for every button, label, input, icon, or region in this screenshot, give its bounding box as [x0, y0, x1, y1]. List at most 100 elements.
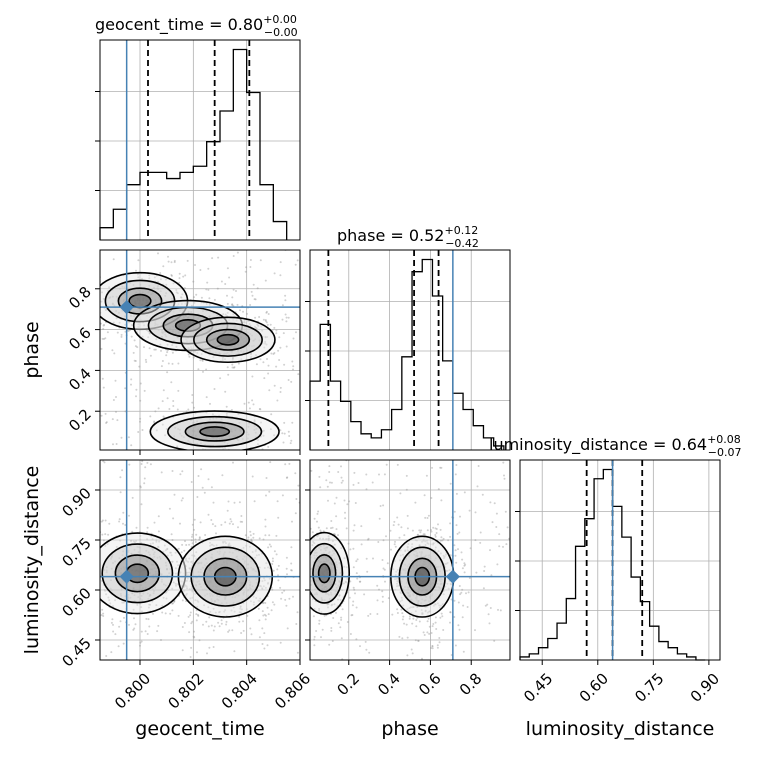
- geocent_time-vs-phase-sample-point: [100, 414, 103, 417]
- luminosity-distance-title: luminosity_distance = 0.64+0.08 −0.07: [489, 433, 742, 459]
- geocent_time-vs-phase-sample-point: [193, 425, 196, 428]
- geocent_time-vs-luminosity_distance-sample-point: [258, 537, 261, 540]
- geocent_time-vs-luminosity_distance-sample-point: [191, 535, 193, 538]
- phase-vs-luminosity_distance-sample-point: [458, 585, 461, 587]
- geocent_time-vs-phase-sample-point: [139, 399, 142, 402]
- phase-vs-luminosity_distance-sample-point: [484, 604, 487, 607]
- phase-vs-luminosity_distance-sample-point: [303, 578, 305, 580]
- geocent_time-vs-luminosity_distance-sample-point: [140, 640, 143, 643]
- geocent_time-vs-phase-sample-point: [307, 341, 309, 343]
- geocent_time-vs-phase-sample-point: [245, 266, 248, 269]
- phase-vs-luminosity_distance-sample-point: [392, 524, 395, 527]
- phase-vs-luminosity_distance-sample-point: [477, 465, 480, 467]
- geocent_time-vs-phase-sample-point: [121, 285, 124, 288]
- geocent_time-vs-phase-sample-point: [244, 270, 247, 273]
- geocent_time-vs-luminosity_distance-sample-point: [120, 588, 123, 591]
- geocent_time-vs-luminosity_distance-sample-point: [119, 491, 122, 494]
- geocent_time-vs-luminosity_distance-sample-point: [152, 612, 154, 615]
- phase-vs-luminosity_distance-sample-point: [326, 546, 329, 549]
- phase-vs-luminosity_distance-sample-point: [454, 554, 457, 557]
- geocent_time-vs-phase-sample-point: [270, 352, 273, 355]
- geocent_time-vs-phase-sample-point: [266, 323, 269, 326]
- geocent_time-vs-luminosity_distance-sample-point: [181, 497, 184, 500]
- phase-vs-luminosity_distance-sample-point: [440, 499, 443, 502]
- geocent_time-vs-luminosity_distance-sample-point: [210, 519, 213, 521]
- geocent_time-vs-phase-sample-point: [145, 301, 148, 304]
- phase-vs-luminosity_distance-sample-point: [463, 571, 466, 574]
- geocent_time-vs-luminosity_distance-sample-point: [157, 546, 160, 549]
- geocent_time-vs-phase-sample-point: [133, 315, 136, 318]
- phase-vs-luminosity_distance-sample-point: [311, 531, 314, 534]
- phase-vs-luminosity_distance-sample-point: [354, 592, 356, 595]
- geocent_time-vs-phase-sample-point: [163, 317, 166, 319]
- geocent_time-vs-phase-sample-point: [173, 259, 176, 262]
- geocent_time-vs-luminosity_distance-sample-point: [102, 612, 105, 615]
- geocent_time-vs-luminosity_distance-sample-point: [150, 535, 153, 538]
- geocent_time-vs-phase-sample-point: [124, 315, 126, 318]
- geocent_time-vs-phase-sample-point: [200, 426, 203, 429]
- geocent_time-vs-luminosity_distance-sample-point: [108, 599, 111, 602]
- geocent_time-vs-luminosity_distance-sample-point: [277, 564, 280, 567]
- geocent_time-vs-luminosity_distance-sample-point: [87, 581, 89, 583]
- phase-vs-luminosity_distance-sample-point: [292, 598, 294, 600]
- geocent_time-vs-luminosity_distance-sample-point: [158, 540, 161, 543]
- geocent_time-vs-luminosity_distance-sample-point: [79, 573, 81, 575]
- geocent_time-vs-phase-sample-point: [191, 320, 194, 323]
- geocent_time-vs-phase-sample-point: [285, 320, 288, 323]
- geocent_time-vs-luminosity_distance-sample-point: [181, 543, 184, 546]
- phase-vs-luminosity_distance-sample-point: [423, 634, 426, 636]
- phase-vs-luminosity_distance-sample-point: [499, 609, 502, 612]
- geocent_time-vs-phase-sample-point: [147, 291, 150, 294]
- geocent_time-vs-phase-sample-point: [279, 429, 282, 432]
- geocent_time-vs-luminosity_distance-sample-point: [160, 578, 163, 581]
- phase-vs-luminosity_distance-sample-point: [306, 562, 308, 564]
- geocent_time-vs-luminosity_distance-sample-point: [120, 587, 123, 590]
- geocent_time-vs-luminosity_distance-sample-point: [149, 572, 152, 574]
- phase-vs-luminosity_distance-sample-point: [319, 529, 322, 532]
- geocent_time-vs-phase-sample-point: [155, 338, 158, 341]
- phase-vs-luminosity_distance-sample-point: [457, 548, 459, 551]
- geocent_time-vs-luminosity_distance-sample-point: [189, 656, 192, 658]
- geocent_time-vs-phase-sample-point: [232, 288, 235, 291]
- geocent_time-vs-luminosity_distance-sample-point: [163, 544, 166, 547]
- phase-vs-luminosity_distance-sample-point: [383, 473, 386, 476]
- phase-vs-luminosity_distance-sample-point: [398, 536, 401, 539]
- phase-vs-luminosity_distance-sample-point: [414, 639, 417, 642]
- phase-vs-luminosity_distance-contour-0-1: [310, 542, 344, 604]
- geocent_time-vs-luminosity_distance-sample-point: [123, 616, 125, 619]
- geocent_time-vs-phase-sample-point: [97, 291, 99, 293]
- geocent_time-vs-phase-sample-point: [101, 377, 104, 380]
- phase-vs-luminosity_distance-sample-point: [315, 579, 318, 582]
- geocent_time-vs-phase-sample-point: [273, 326, 276, 329]
- phase-vs-luminosity_distance-sample-point: [310, 583, 313, 586]
- phase-vs-luminosity_distance-sample-point: [321, 599, 324, 602]
- phase-vs-luminosity_distance-sample-point: [376, 584, 379, 587]
- geocent_time-vs-phase-sample-point: [140, 319, 143, 322]
- geocent_time-vs-phase-sample-point: [171, 317, 173, 320]
- phase-vs-luminosity_distance-sample-point: [340, 481, 343, 484]
- phase-vs-luminosity_distance-sample-point: [296, 585, 298, 587]
- geocent_time-vs-luminosity_distance-sample-point: [127, 551, 130, 554]
- geocent_time-vs-phase-sample-point: [253, 428, 256, 431]
- geocent_time-vs-luminosity_distance-sample-point: [141, 460, 144, 463]
- phase-vs-luminosity_distance-sample-point: [457, 624, 460, 627]
- geocent_time-vs-luminosity_distance-sample-point: [147, 606, 150, 609]
- geocent_time-vs-luminosity_distance-sample-point: [169, 551, 172, 554]
- phase-vs-luminosity_distance-sample-point: [417, 639, 420, 642]
- geocent_time-vs-luminosity_distance-sample-point: [183, 549, 186, 552]
- phase-vs-luminosity_distance-sample-point: [449, 522, 452, 525]
- geocent_time-vs-phase-sample-point: [226, 267, 229, 270]
- phase-vs-luminosity_distance-sample-point: [420, 529, 423, 532]
- geocent_time-vs-phase-sample-point: [178, 272, 181, 275]
- geocent_time-vs-phase-sample-point: [62, 280, 64, 282]
- geocent_time-vs-luminosity_distance-sample-point: [137, 551, 140, 554]
- phase-vs-luminosity_distance-sample-point: [348, 596, 351, 599]
- phase-vs-luminosity_distance-sample-point: [314, 574, 317, 577]
- phase-vs-luminosity_distance-sample-point: [377, 541, 380, 543]
- geocent_time-vs-phase-sample-point: [112, 258, 115, 261]
- geocent_time-vs-phase-sample-point: [176, 319, 179, 322]
- geocent_time-vs-luminosity_distance-sample-point: [122, 601, 125, 604]
- geocent_time-vs-phase-sample-point: [111, 295, 114, 298]
- geocent_time-vs-luminosity_distance-sample-point: [166, 554, 169, 557]
- geocent_time-vs-phase-contour-3-2: [184, 421, 245, 442]
